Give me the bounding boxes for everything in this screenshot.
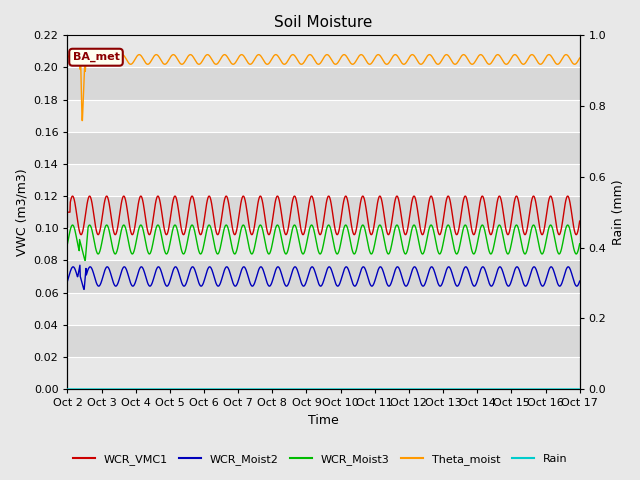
Bar: [67, 100, 580, 132]
Bar: [67, 164, 580, 196]
Y-axis label: Rain (mm): Rain (mm): [612, 180, 625, 245]
Bar: [67, 324, 580, 357]
Bar: [67, 228, 580, 261]
Text: BA_met: BA_met: [72, 52, 120, 62]
Y-axis label: VWC (m3/m3): VWC (m3/m3): [15, 168, 28, 256]
Bar: [67, 36, 580, 68]
Bar: [67, 196, 580, 228]
Title: Soil Moisture: Soil Moisture: [275, 15, 372, 30]
Bar: [67, 357, 580, 389]
Bar: [67, 68, 580, 100]
Legend: WCR_VMC1, WCR_Moist2, WCR_Moist3, Theta_moist, Rain: WCR_VMC1, WCR_Moist2, WCR_Moist3, Theta_…: [68, 450, 572, 469]
Bar: [67, 261, 580, 292]
Bar: [67, 132, 580, 164]
Bar: [67, 292, 580, 324]
X-axis label: Time: Time: [308, 414, 339, 427]
